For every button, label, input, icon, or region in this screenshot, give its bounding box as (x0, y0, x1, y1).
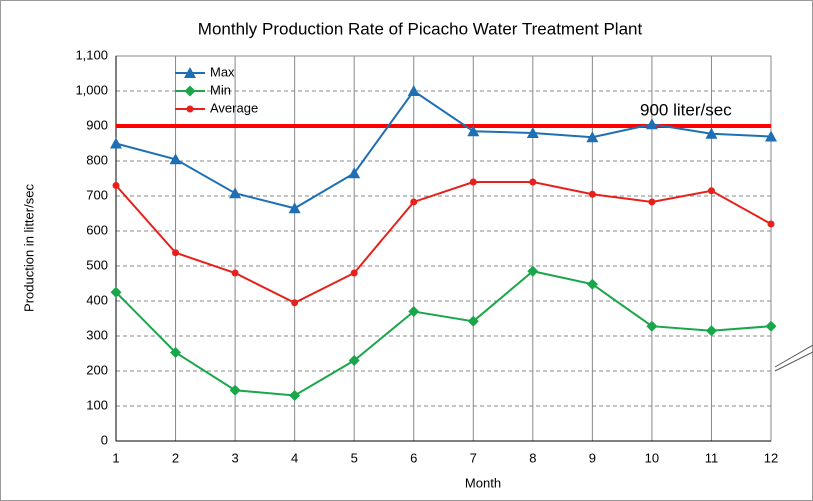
data-point (586, 278, 598, 290)
y-axis-label: Production in litter/sec (21, 184, 36, 312)
x-axis-label: Month (465, 475, 501, 490)
y-tick-label: 200 (86, 362, 108, 377)
data-point (350, 269, 358, 277)
y-tick-label: 700 (86, 187, 108, 202)
y-tick-label: 300 (86, 327, 108, 342)
data-point (291, 299, 299, 307)
data-point (110, 286, 122, 298)
y-tick-label: 1,100 (75, 47, 108, 62)
x-tick-label: 2 (172, 450, 179, 465)
x-tick-label: 3 (231, 450, 238, 465)
data-point (467, 315, 479, 327)
data-point (765, 320, 777, 332)
x-tick-label: 11 (705, 450, 719, 465)
data-point (526, 127, 539, 138)
data-point (646, 320, 658, 332)
series-line (115, 181, 772, 304)
data-point (231, 269, 239, 277)
legend-marker (184, 67, 196, 78)
data-point (407, 85, 420, 96)
data-point (707, 187, 715, 195)
data-point (348, 167, 361, 179)
data-point (408, 306, 420, 317)
data-point (169, 153, 182, 165)
x-tick-label: 5 (351, 450, 358, 465)
legend-label: Min (210, 82, 231, 97)
x-tick-label: 1 (112, 450, 119, 465)
x-tick-label: 12 (764, 450, 778, 465)
data-point (529, 178, 537, 186)
y-tick-label: 0 (101, 432, 108, 447)
x-tick-label: 4 (291, 450, 298, 465)
data-point (467, 125, 480, 137)
series-line (115, 270, 772, 397)
x-tick-label: 9 (589, 450, 596, 465)
data-point (527, 265, 539, 277)
legend-label: Max (210, 64, 235, 79)
data-point (110, 137, 122, 149)
data-point (645, 118, 658, 130)
data-point (229, 187, 242, 199)
data-point (112, 182, 120, 189)
callout-stub (774, 344, 813, 368)
series-line (115, 89, 772, 210)
data-point (705, 127, 718, 139)
x-tick-label: 7 (470, 450, 477, 465)
x-tick-label: 10 (645, 450, 659, 465)
callout-stub (774, 351, 813, 372)
legend-label: Average (210, 100, 258, 115)
data-point (648, 198, 656, 206)
data-point (767, 220, 775, 228)
y-tick-label: 500 (86, 257, 108, 272)
y-tick-label: 1,000 (75, 82, 108, 97)
chart-title: Monthly Production Rate of Picacho Water… (198, 19, 643, 38)
x-tick-label: 6 (410, 450, 417, 465)
y-tick-label: 600 (86, 222, 108, 237)
data-point (410, 198, 418, 206)
x-tick-label: 8 (529, 450, 536, 465)
data-point (765, 130, 777, 142)
data-point (172, 249, 180, 257)
reference-label: 900 liter/sec (640, 100, 732, 119)
data-point (348, 355, 360, 366)
data-point (588, 190, 596, 198)
data-point (289, 390, 301, 401)
legend-marker (186, 105, 194, 113)
data-point (229, 384, 241, 396)
y-tick-label: 800 (86, 152, 108, 167)
y-tick-label: 900 (86, 117, 108, 132)
y-tick-label: 100 (86, 397, 108, 412)
data-point (705, 325, 717, 337)
legend-marker (184, 85, 196, 97)
data-point (288, 202, 301, 214)
data-point (170, 346, 182, 358)
data-point (469, 178, 477, 186)
y-tick-label: 400 (86, 292, 108, 307)
data-point (586, 131, 599, 143)
